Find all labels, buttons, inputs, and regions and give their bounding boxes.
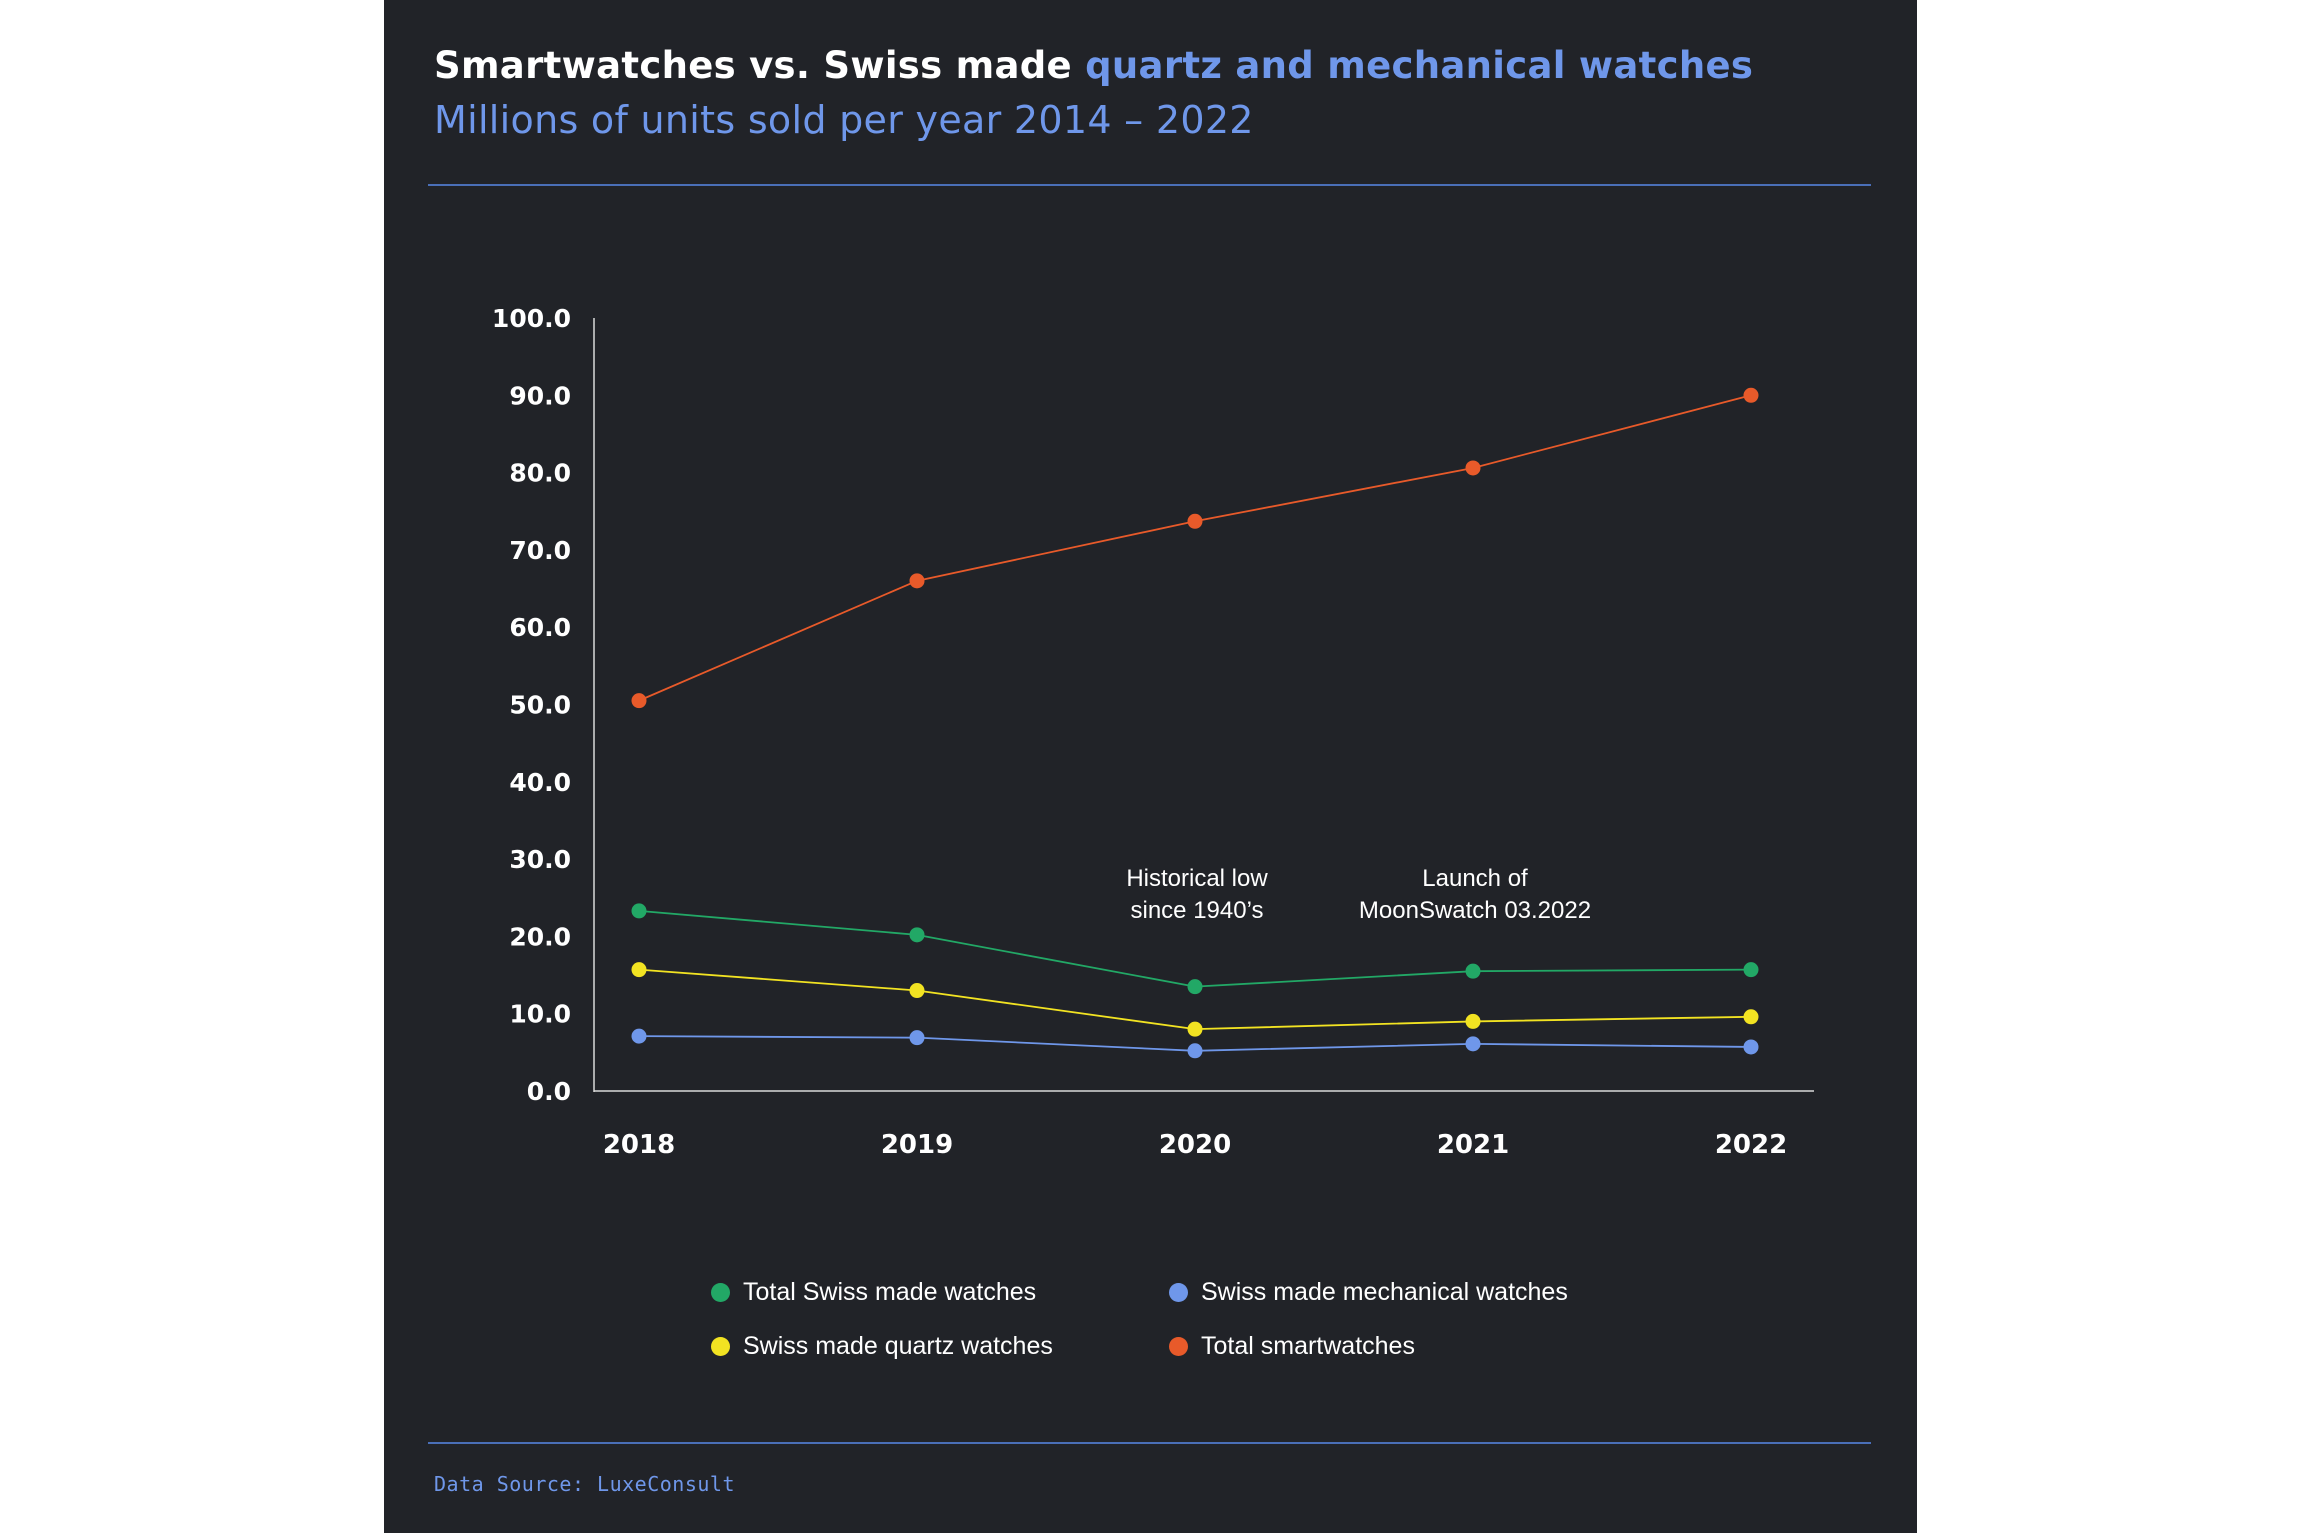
data-point (1465, 963, 1481, 979)
x-axis-ticks: 2018 2019 2020 2021 2022 (603, 1130, 1787, 1160)
data-point (909, 573, 925, 589)
y-axis-ticks: 100.0 90.0 80.0 70.0 60.0 50.0 40.0 30.0 20.0 10.… (492, 304, 571, 1106)
data-point (1743, 1009, 1759, 1025)
series-total-swiss-made-watches (631, 903, 1759, 995)
y-tick-label: 20.0 (509, 922, 571, 951)
y-tick-label: 40.0 (509, 768, 571, 797)
x-tick-label: 2018 (603, 1130, 675, 1160)
legend-marker (1169, 1337, 1188, 1356)
annotation-text: Launch of MoonSwatch 03.2022 (1359, 865, 1591, 924)
annotation-line: Launch of (1422, 865, 1528, 892)
y-tick-label: 90.0 (509, 381, 571, 410)
x-tick-label: 2019 (881, 1130, 953, 1160)
chart-title: Smartwatches vs. Swiss made quartz and m… (434, 44, 1753, 87)
legend-label: Total smartwatches (1201, 1332, 1415, 1360)
bottom-divider (428, 1442, 1871, 1444)
data-source: Data Source: LuxeConsult (434, 1472, 735, 1496)
annotation-line: since 1940’s (1131, 897, 1264, 924)
y-tick-label: 50.0 (509, 691, 571, 720)
data-point (631, 903, 647, 919)
data-point (1743, 1039, 1759, 1055)
legend-item: Swiss made mechanical watches (1169, 1278, 1568, 1307)
chart-series (631, 387, 1759, 1059)
x-tick-label: 2021 (1437, 1130, 1509, 1160)
series-total-smartwatches (631, 387, 1759, 709)
data-point (909, 1030, 925, 1046)
x-tick-label: 2022 (1715, 1130, 1787, 1160)
data-point (631, 962, 647, 978)
data-point (1465, 1013, 1481, 1029)
chart-panel: Smartwatches vs. Swiss made quartz and m… (384, 0, 1917, 1533)
legend-marker (1169, 1283, 1188, 1302)
data-point (1187, 979, 1203, 995)
legend-item: Total smartwatches (1169, 1332, 1415, 1361)
y-tick-label: 30.0 (509, 845, 571, 874)
legend-label: Swiss made mechanical watches (1201, 1278, 1568, 1306)
series-line (638, 394, 1752, 702)
legend-item: Total Swiss made watches (711, 1278, 1036, 1307)
legend-label: Total Swiss made watches (743, 1278, 1037, 1306)
y-tick-label: 80.0 (509, 459, 571, 488)
chart-annotations: Historical low since 1940’s Launch of MoonS… (1126, 865, 1591, 924)
y-tick-label: 60.0 (509, 613, 571, 642)
data-point (631, 1028, 647, 1044)
data-point (1187, 1043, 1203, 1059)
legend-label: Swiss made quartz watches (743, 1332, 1053, 1360)
annotation-line: Historical low (1126, 865, 1268, 892)
chart-axes (593, 318, 1814, 1092)
series-line (638, 968, 1752, 1031)
legend-item: Swiss made quartz watches (711, 1332, 1053, 1361)
data-point (909, 927, 925, 943)
annotation-text: Historical low since 1940’s (1126, 865, 1268, 924)
chart-subtitle: Millions of units sold per year 2014 – 2… (434, 98, 1254, 142)
x-tick-label: 2020 (1159, 1130, 1231, 1160)
data-point (1465, 460, 1481, 476)
data-point (631, 693, 647, 709)
data-point (1465, 1036, 1481, 1052)
data-point (1743, 387, 1759, 403)
y-tick-label: 70.0 (509, 536, 571, 565)
series-swiss-made-mechanical-watches (631, 1028, 1759, 1059)
y-tick-label: 10.0 (509, 1000, 571, 1029)
y-tick-label: 100.0 (492, 304, 571, 333)
legend-marker (711, 1283, 730, 1302)
chart-title-part1: Smartwatches vs. Swiss made (434, 44, 1086, 87)
chart-title-part2: quartz and mechanical watches (1085, 44, 1754, 87)
series-swiss-made-quartz-watches (631, 962, 1759, 1037)
top-divider (428, 184, 1871, 186)
line-chart: 100.0 90.0 80.0 70.0 60.0 50.0 40.0 30.0 20.0 10.… (492, 304, 1814, 1160)
annotation-line: MoonSwatch 03.2022 (1359, 897, 1591, 924)
data-point (1187, 513, 1203, 529)
y-tick-label: 0.0 (527, 1077, 571, 1106)
data-point (1187, 1021, 1203, 1037)
legend-marker (711, 1337, 730, 1356)
data-point (1743, 962, 1759, 978)
data-point (909, 983, 925, 999)
